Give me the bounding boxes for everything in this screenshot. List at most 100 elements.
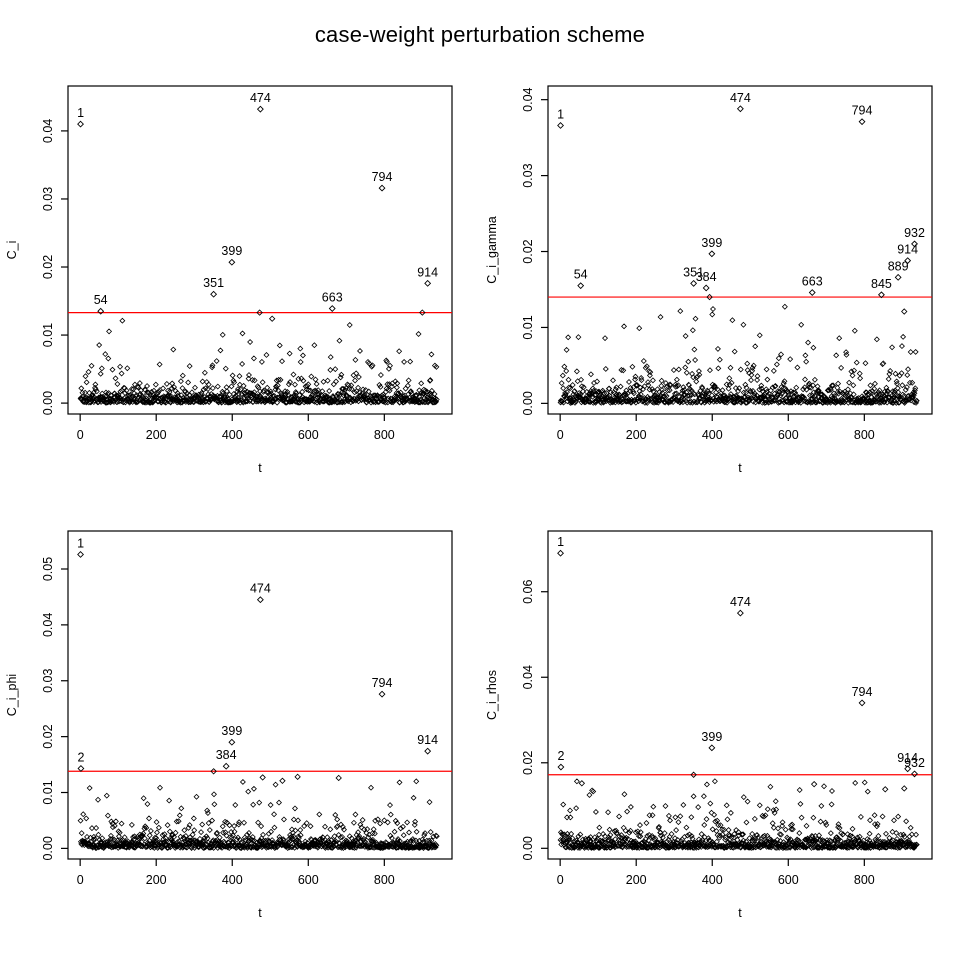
- point-label-474: 474: [250, 91, 271, 105]
- plot-box: [547, 85, 933, 415]
- point-label-663: 663: [322, 291, 343, 305]
- x-tick-label: 200: [626, 428, 647, 442]
- point-label-351: 351: [683, 265, 704, 279]
- panel-C_i_gamma: 0 200 400 600 800 t 0.00 0.01 0.02 0.03 0.04 C_i_ga…: [485, 85, 933, 475]
- y-tick-label: 0.01: [521, 315, 535, 339]
- x-tick-label: 600: [298, 428, 319, 442]
- scatter-point-2: [77, 765, 85, 772]
- y-tick-label: 0.02: [521, 239, 535, 263]
- y-tick-label: 0.02: [41, 724, 55, 748]
- point-label-399: 399: [701, 730, 722, 744]
- scatter-point-932: [911, 240, 918, 248]
- x-axis: 0 200 400 600 800 t: [77, 414, 395, 475]
- plot-box: [67, 530, 453, 860]
- scatter-point: [419, 309, 426, 316]
- scatter-point-399: [708, 250, 716, 258]
- labeled-outlier-points: 1 474 794 399 914 351 663 54: [77, 91, 438, 315]
- point-label-914: 914: [897, 751, 918, 765]
- scatter-point-914: [904, 257, 912, 265]
- x-axis: 0 200 400 600 800 t: [557, 414, 875, 475]
- point-label-399: 399: [221, 724, 242, 738]
- point-label-794: 794: [852, 104, 873, 118]
- scatter-point: [810, 780, 818, 788]
- y-tick-label: 0.01: [41, 323, 55, 347]
- scatter-point-cloud: [77, 778, 440, 851]
- point-label-54: 54: [574, 268, 588, 282]
- chart-grid: 0 200 400 600 800 t 0.00 0.01 0.02 0.03 0.04 C_i 1 47…: [0, 70, 960, 960]
- x-tick-label: 200: [146, 873, 167, 887]
- unlabeled-outlier-points: [706, 293, 908, 315]
- point-label-474: 474: [250, 582, 271, 596]
- y-tick-label: 0.05: [41, 557, 55, 581]
- scatter-point-474: [256, 596, 264, 604]
- scatter-point-399: [708, 744, 716, 752]
- scatter-point-cloud: [77, 317, 440, 406]
- scatter-point: [578, 780, 586, 787]
- x-axis: 0 200 400 600 800 t: [557, 859, 875, 920]
- scatter-point-54: [577, 282, 585, 290]
- scatter-point-384: [222, 762, 230, 770]
- point-label-1: 1: [77, 106, 84, 120]
- x-axis-title: t: [258, 906, 262, 920]
- scatter-points: [77, 778, 440, 851]
- x-tick-label: 600: [778, 428, 799, 442]
- x-tick-label: 800: [854, 428, 875, 442]
- scatter-point-889: [894, 273, 902, 281]
- unlabeled-outlier-points: [256, 309, 426, 322]
- x-tick-label: 400: [222, 428, 243, 442]
- x-tick-label: 0: [557, 873, 564, 887]
- point-label-1: 1: [77, 536, 84, 550]
- scatter-point-794: [858, 118, 866, 126]
- point-label-914: 914: [417, 733, 438, 747]
- scatter-point-cloud: [557, 303, 920, 406]
- x-tick-label: 600: [778, 873, 799, 887]
- scatter-point-663: [808, 289, 816, 296]
- point-label-474: 474: [730, 595, 751, 609]
- labeled-outlier-points: 474 794 1 932 399 914 889 351 54 384 663 845: [557, 91, 925, 299]
- scatter-point: [268, 315, 276, 322]
- scatter-points: [77, 317, 440, 406]
- y-tick-label: 0.04: [521, 87, 535, 111]
- scatter-point-351: [210, 290, 218, 298]
- y-tick-label: 0.00: [521, 391, 535, 415]
- point-label-54: 54: [94, 293, 108, 307]
- x-tick-label: 400: [222, 873, 243, 887]
- point-label-794: 794: [372, 676, 393, 690]
- point-label-932: 932: [904, 756, 925, 770]
- x-tick-label: 800: [374, 428, 395, 442]
- scatter-point-1: [557, 122, 564, 129]
- scatter-point: [259, 774, 266, 781]
- scatter-point-914: [904, 765, 912, 773]
- scatter-point-845: [877, 291, 885, 299]
- point-label-914: 914: [897, 243, 918, 257]
- point-label-2: 2: [557, 749, 564, 763]
- labeled-outlier-points: 1 474 794 399 914 384 2: [77, 536, 438, 772]
- scatter-point-914: [424, 747, 432, 755]
- scatter-points: [557, 778, 920, 851]
- x-tick-label: 200: [146, 428, 167, 442]
- y-tick-label: 0.03: [41, 187, 55, 211]
- scatter-point-474: [736, 609, 744, 617]
- y-tick-label: 0.00: [521, 836, 535, 860]
- point-label-663: 663: [802, 275, 823, 289]
- scatter-point: [690, 771, 697, 778]
- scatter-point-474: [256, 105, 264, 113]
- point-label-932: 932: [904, 226, 925, 240]
- point-label-794: 794: [372, 170, 393, 184]
- y-axis-title: C_i_rhos: [485, 670, 499, 720]
- plot-box: [547, 530, 933, 860]
- point-label-399: 399: [221, 244, 242, 258]
- scatter-point-1: [77, 120, 84, 128]
- scatter-point-1: [77, 551, 84, 558]
- scatter-point: [901, 785, 908, 792]
- point-label-889: 889: [888, 259, 909, 273]
- x-axis: 0 200 400 600 800 t: [77, 859, 395, 920]
- y-axis-title: C_i_phi: [5, 674, 19, 716]
- y-tick-label: 0.04: [41, 613, 55, 637]
- figure-title: case-weight perturbation scheme: [314, 22, 646, 47]
- point-label-384: 384: [696, 270, 717, 284]
- scatter-point-2: [557, 763, 565, 771]
- scatter-point: [210, 768, 217, 775]
- scatter-point-384: [702, 284, 710, 292]
